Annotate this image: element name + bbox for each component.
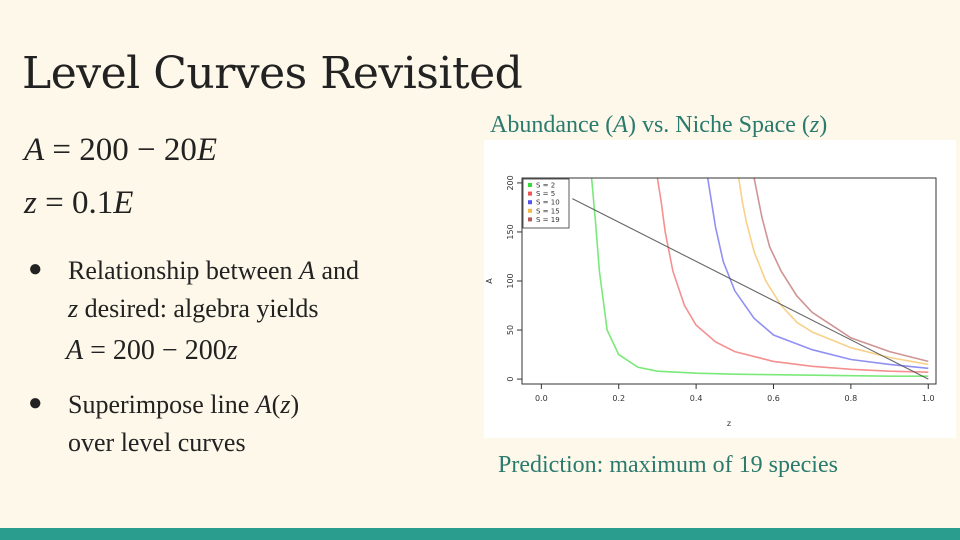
bullet-text: Relationship between	[68, 256, 300, 285]
legend-label: S = 19	[536, 216, 560, 224]
legend-swatch	[528, 217, 532, 222]
bullet-text: desired: algebra yields	[78, 293, 319, 323]
equation-a-of-z: A = 200 − 200z	[66, 331, 478, 372]
prediction-text: Prediction: maximum of 19 species	[498, 452, 838, 478]
legend-label: S = 15	[536, 207, 560, 215]
equation-abundance: A = 200 − 20E	[24, 132, 217, 169]
caption-text: ) vs. Niche Space (	[627, 112, 810, 138]
var-a: A	[299, 256, 315, 285]
legend-label: S = 10	[536, 199, 560, 207]
y-tick-label: 100	[506, 273, 515, 288]
series-line-s5	[656, 178, 929, 373]
caption-text: Abundance (	[490, 112, 614, 138]
series-line-s15	[737, 178, 929, 366]
var-z: z	[68, 293, 79, 323]
var-z: z	[226, 335, 238, 367]
y-axis-label: A	[485, 278, 494, 284]
superimposed-line-a-of-z	[572, 198, 929, 380]
x-tick-label: 0.6	[767, 394, 780, 403]
bullet-list: ● Relationship between A and z desired: …	[28, 252, 478, 461]
x-tick-label: 0.2	[612, 394, 625, 403]
bullet-text: and	[314, 256, 359, 285]
y-tick-label: 0	[506, 377, 515, 382]
y-tick-label: 200	[506, 175, 515, 190]
paren: )	[290, 389, 300, 419]
bullet-text: over level curves	[68, 427, 246, 457]
bullet-text: Superimpose line	[68, 389, 256, 419]
var-z: z	[24, 185, 37, 221]
bullet-relationship: ● Relationship between A and z desired: …	[28, 252, 478, 327]
y-tick-label: 150	[506, 224, 515, 239]
y-tick-label: 50	[506, 325, 515, 335]
chart-caption: Abundance (A) vs. Niche Space (z)	[490, 112, 827, 139]
x-tick-label: 0.4	[690, 394, 703, 403]
func-a: A	[255, 389, 272, 419]
caption-text: )	[819, 112, 828, 138]
bullet-dot-icon: ●	[28, 389, 43, 416]
x-tick-label: 0.8	[845, 394, 858, 403]
bullet-dot-icon: ●	[28, 256, 43, 282]
legend-swatch	[528, 208, 532, 213]
series-line-s2	[590, 178, 929, 377]
var-e: E	[196, 132, 218, 168]
footer-bar	[0, 528, 960, 540]
var-a: A	[66, 335, 84, 367]
series-line-s19	[753, 178, 929, 363]
var-a: A	[24, 132, 45, 168]
legend-swatch	[528, 183, 532, 187]
x-tick-label: 0.0	[535, 394, 548, 403]
legend-label: S = 5	[536, 190, 555, 198]
paren: (	[271, 389, 281, 419]
var-e: E	[113, 185, 134, 221]
legend-swatch	[528, 200, 532, 205]
eq-rhs: = 200 − 200	[83, 335, 227, 367]
series-line-s10	[706, 178, 929, 370]
equation-niche: z = 0.1E	[24, 185, 133, 222]
eq-rhs: = 200 − 20	[44, 132, 197, 168]
x-tick-label: 1.0	[922, 394, 935, 403]
bullet-superimpose: ● Superimpose line A(z) over level curve…	[28, 386, 478, 461]
var-a: A	[613, 112, 628, 138]
var-z: z	[809, 112, 820, 138]
legend-swatch	[528, 191, 532, 196]
var-z: z	[280, 389, 291, 419]
legend-label: S = 2	[536, 182, 555, 190]
eq-rhs: = 0.1	[36, 185, 114, 221]
x-axis-label: z	[727, 419, 731, 428]
slide-title: Level Curves Revisited	[22, 48, 523, 99]
